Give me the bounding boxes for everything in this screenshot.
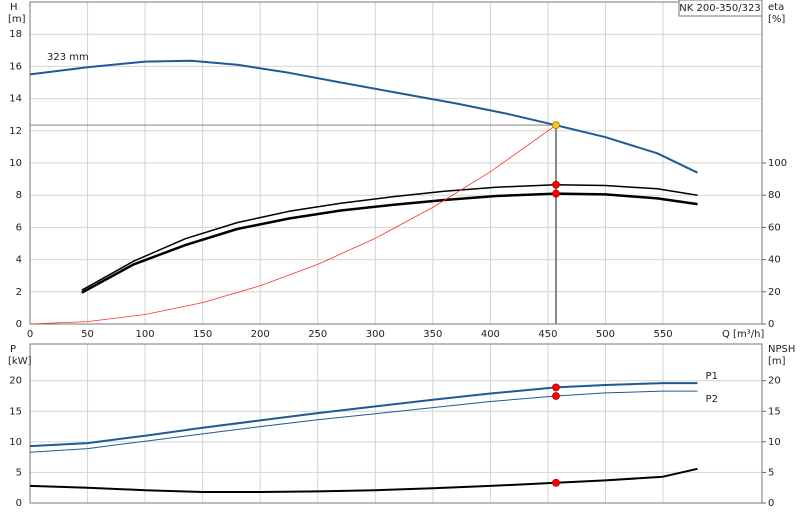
curve — [29, 124, 557, 325]
x-tick-label: 250 — [308, 329, 327, 340]
y2-tick-label: 80 — [768, 190, 781, 201]
x-tick-label: 300 — [366, 329, 385, 340]
operating-point — [552, 478, 560, 487]
curve-annotation: 323 mm — [47, 52, 89, 63]
curve-label: P1 — [706, 371, 718, 382]
curve — [29, 59, 698, 174]
operating-point — [552, 383, 560, 392]
y2-axis-unit: [%] — [768, 14, 785, 25]
plot-frame — [29, 343, 763, 504]
operating-point — [552, 392, 560, 400]
y-tick-label: 5 — [16, 467, 22, 478]
operating-point — [552, 121, 560, 130]
y-tick-label: 15 — [9, 406, 22, 417]
plot-frame — [29, 1, 763, 325]
x-axis-label: Q [m³/h] — [722, 329, 764, 340]
x-tick-label: 400 — [481, 329, 500, 340]
operating-point — [552, 180, 560, 189]
x-tick-label: 350 — [423, 329, 442, 340]
y2-tick-label: 20 — [768, 287, 781, 298]
y2-tick-label: 0 — [768, 319, 774, 330]
y-axis-unit: [kW] — [8, 356, 32, 367]
y2-axis-label: eta — [768, 2, 784, 13]
y2-tick-label: 100 — [768, 158, 787, 169]
y2-axis-label: NPSH — [768, 344, 795, 355]
y-tick-label: 4 — [16, 255, 22, 266]
chart-title: NK 200-350/323 — [679, 3, 760, 14]
y2-tick-label: 0 — [768, 498, 774, 509]
y-tick-label: 14 — [9, 94, 22, 105]
title-box — [678, 0, 763, 17]
y-tick-label: 18 — [9, 29, 22, 40]
y-tick-label: 2 — [16, 287, 22, 298]
curve — [29, 467, 698, 493]
y-axis-unit: [m] — [8, 14, 26, 25]
y2-axis-unit: [m] — [768, 356, 786, 367]
y-tick-label: 10 — [9, 437, 22, 448]
x-tick-label: 450 — [538, 329, 557, 340]
y2-tick-label: 20 — [768, 376, 781, 387]
y-tick-label: 6 — [16, 222, 22, 233]
x-tick-label: 200 — [251, 329, 270, 340]
x-tick-label: 500 — [596, 329, 615, 340]
y-tick-label: 16 — [9, 61, 22, 72]
y-tick-label: 0 — [16, 498, 22, 509]
curve-label: P2 — [706, 394, 718, 405]
x-tick-label: 50 — [81, 329, 94, 340]
x-tick-label: 0 — [27, 329, 33, 340]
y-tick-label: 20 — [9, 376, 22, 387]
operating-point — [552, 189, 560, 198]
x-tick-label: 550 — [653, 329, 672, 340]
curve — [29, 382, 698, 448]
y2-tick-label: 40 — [768, 255, 781, 266]
y-tick-label: 12 — [9, 126, 22, 137]
y-axis-label: P — [10, 344, 16, 355]
x-tick-label: 150 — [193, 329, 212, 340]
y-axis-label: H — [10, 2, 18, 13]
y2-tick-label: 15 — [768, 406, 781, 417]
curve — [81, 183, 698, 291]
x-tick-label: 100 — [136, 329, 155, 340]
y2-tick-label: 5 — [768, 467, 774, 478]
y-tick-label: 8 — [16, 190, 22, 201]
curve — [81, 192, 698, 294]
y-tick-label: 10 — [9, 158, 22, 169]
y-tick-label: 0 — [16, 319, 22, 330]
y2-tick-label: 60 — [768, 222, 781, 233]
y2-tick-label: 10 — [768, 437, 781, 448]
curve — [29, 390, 698, 453]
